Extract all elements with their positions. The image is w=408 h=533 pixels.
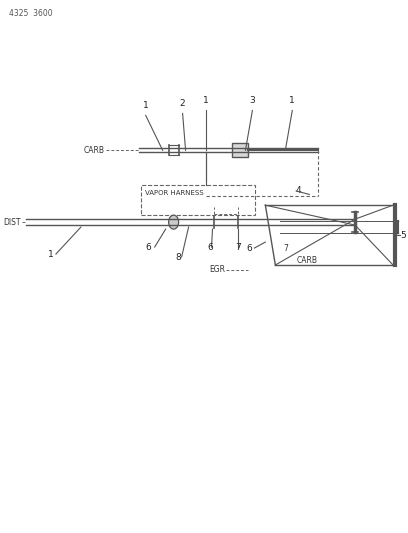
Text: 7: 7 xyxy=(235,243,241,252)
Text: VAPOR HARNESS: VAPOR HARNESS xyxy=(145,190,203,196)
Text: CARB: CARB xyxy=(296,255,317,264)
Text: 8: 8 xyxy=(176,253,182,262)
Text: CARB: CARB xyxy=(84,146,105,155)
Text: 1: 1 xyxy=(143,101,149,110)
Text: 6: 6 xyxy=(208,243,213,252)
Text: 1: 1 xyxy=(203,96,208,106)
Bar xyxy=(233,143,248,157)
Text: 1: 1 xyxy=(48,250,54,259)
Text: 3: 3 xyxy=(250,96,255,106)
Text: DIST: DIST xyxy=(4,217,21,227)
Text: 1: 1 xyxy=(289,96,295,106)
Ellipse shape xyxy=(169,215,179,229)
Bar xyxy=(141,185,255,215)
Text: 7: 7 xyxy=(283,244,288,253)
Text: EGR: EGR xyxy=(209,265,226,274)
Text: 6: 6 xyxy=(146,243,151,252)
Text: 6: 6 xyxy=(247,244,253,253)
Text: 5: 5 xyxy=(400,231,406,239)
Text: 4: 4 xyxy=(295,185,301,195)
Text: 2: 2 xyxy=(180,100,185,108)
Text: 4325  3600: 4325 3600 xyxy=(9,9,53,18)
